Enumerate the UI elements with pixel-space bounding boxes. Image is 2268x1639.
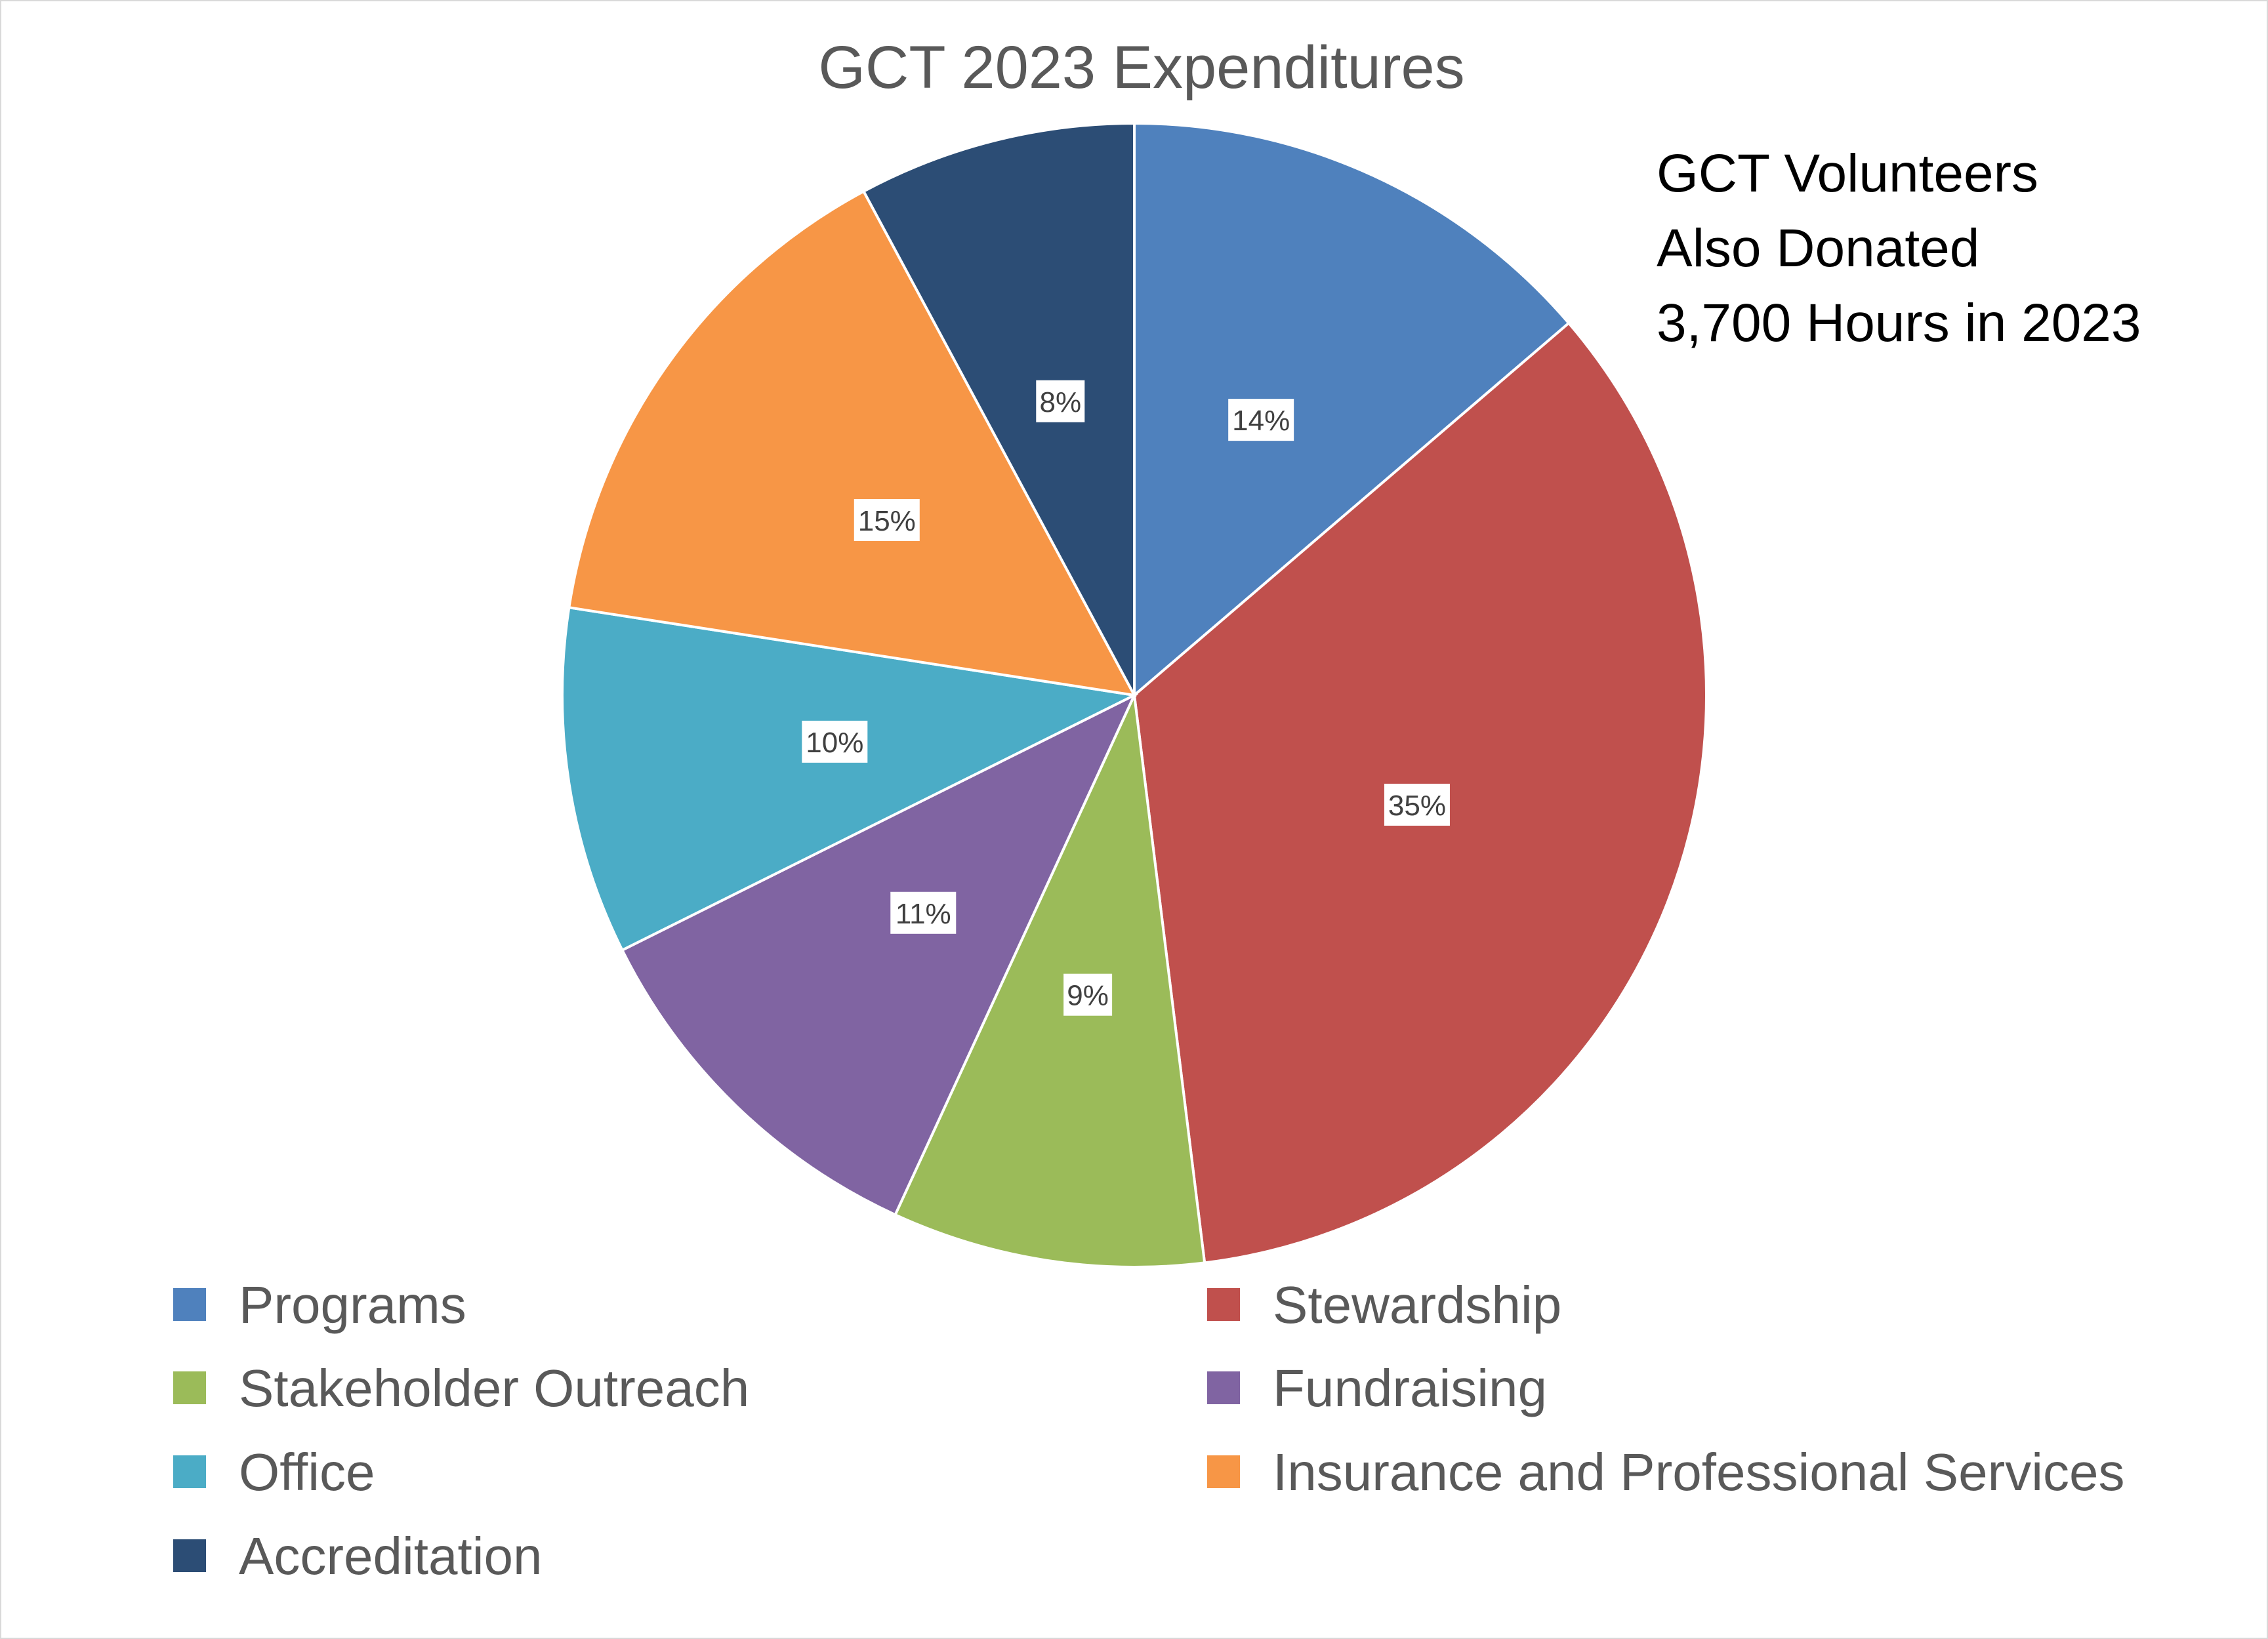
data-label-box [1063,973,1113,1016]
legend-item-office: Office [173,1443,375,1501]
legend-swatch [173,1455,206,1488]
legend-item-stewardship: Stewardship [1207,1276,1561,1334]
legend-label: Stakeholder Outreach [239,1359,749,1417]
data-label-stakeholder-outreach: 9% [1063,973,1113,1016]
data-label-text: 9% [1067,980,1109,1012]
data-label-text: 15% [858,505,916,537]
legend-item-insurance-and-professional-services: Insurance and Professional Services [1207,1443,2124,1501]
data-label-text: 11% [896,898,951,930]
data-label-office: 10% [802,720,868,763]
data-label-box [1036,380,1085,422]
data-label-stewardship: 35% [1384,783,1450,826]
data-label-box [890,891,957,934]
data-label-text: 8% [1039,386,1081,418]
data-label-text: 14% [1232,405,1290,437]
legend-swatch [1207,1371,1240,1404]
legend-swatch [173,1539,206,1572]
data-label-box [1228,399,1294,441]
pie-slice-accreditation [861,121,1136,696]
data-labels: 14% 35% 9% 11% 10% 15% 8% [802,380,1450,1016]
volunteer-annotation: GCT Volunteers Also Donated 3,700 Hours … [1657,144,2141,353]
legend-label: Insurance and Professional Services [1273,1443,2124,1501]
legend-label: Fundraising [1273,1359,1547,1417]
legend-swatch [1207,1455,1240,1488]
pie-slice-fundraising [620,692,1138,1217]
data-label-box [802,720,868,763]
data-label-box [1384,783,1450,826]
legend-item-programs: Programs [173,1276,466,1334]
pie-slice-stakeholder-outreach [893,690,1206,1268]
pie-slice-programs [1133,121,1571,698]
legend-swatch [173,1371,206,1404]
pie-slice-office [561,605,1139,952]
legend-label: Stewardship [1273,1276,1561,1334]
data-label-insurance-and-professional-services: 15% [854,498,920,541]
legend-item-stakeholder-outreach: Stakeholder Outreach [173,1359,749,1417]
chart-title: GCT 2023 Expenditures [818,34,1464,101]
legend-swatch [1207,1288,1240,1321]
legend-label: Accreditation [239,1527,542,1585]
data-label-box [854,498,920,541]
legend-item-fundraising: Fundraising [1207,1359,1547,1417]
annotation-line-1: GCT Volunteers [1657,144,2038,203]
data-label-accreditation: 8% [1036,380,1085,422]
data-label-programs: 14% [1228,399,1294,441]
legend-label: Office [239,1443,375,1501]
legend-label: Programs [239,1276,466,1334]
data-label-fundraising: 11% [890,891,957,934]
legend-swatch [173,1288,206,1321]
data-label-text: 35% [1388,790,1446,822]
legend: Programs Stewardship Stakeholder Outreach F… [173,1276,2124,1585]
pie-slices [561,121,1708,1268]
annotation-line-2: Also Donated [1657,218,1979,278]
annotation-line-3: 3,700 Hours in 2023 [1657,293,2141,353]
legend-item-accreditation: Accreditation [173,1527,542,1585]
data-label-text: 10% [806,727,863,759]
pie-slice-insurance-and-professional-services [567,190,1137,697]
